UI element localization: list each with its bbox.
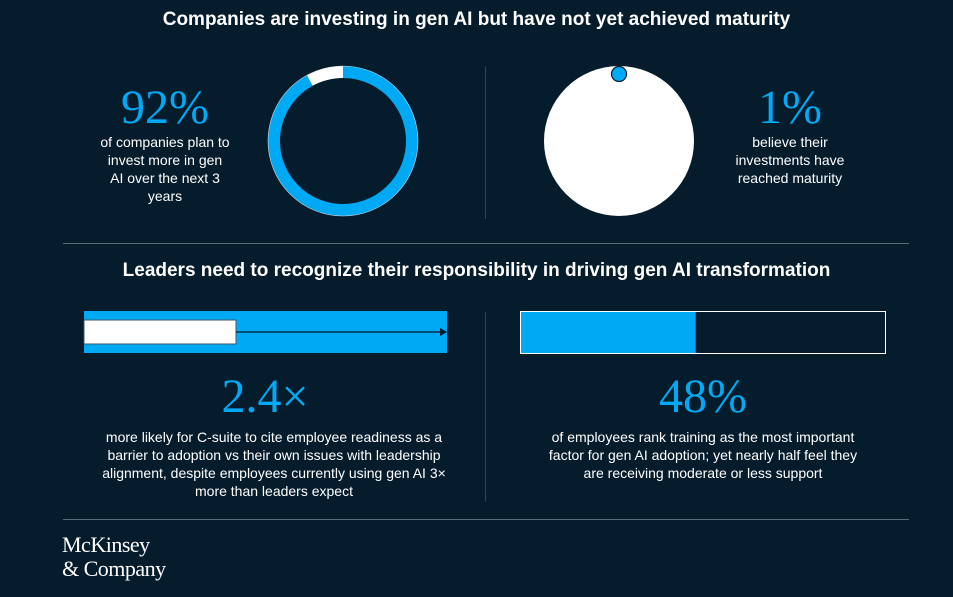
stat-1-desc: believe their investments have reached m… <box>735 134 845 186</box>
bar-baseline-1 <box>83 319 237 345</box>
stat-2-4x-desc: more likely for C-suite to cite employee… <box>102 429 446 499</box>
bar-chart-48 <box>520 311 886 354</box>
stat-92-desc: of companies plan to invest more in gen … <box>100 134 230 204</box>
section2-title: Leaders need to recognize their responsi… <box>122 260 831 281</box>
arrow-head-icon <box>440 328 447 336</box>
circle-dot-1pct <box>610 65 628 83</box>
circle-chart-1 <box>544 65 694 216</box>
divider-vertical-2 <box>485 312 486 502</box>
donut-slice-0 <box>268 66 418 216</box>
logo-line1: McKinsey <box>62 532 150 557</box>
bar-chart-2-4x <box>83 311 447 353</box>
stat-92: 92% <box>121 81 209 134</box>
bar-track <box>520 311 886 354</box>
donut-chart-92 <box>267 65 419 217</box>
donut-outline <box>267 65 419 217</box>
divider-vertical <box>485 66 486 219</box>
divider-horizontal <box>63 243 909 244</box>
divider-footer <box>63 519 909 520</box>
section1-title: Companies are investing in gen AI but ha… <box>162 9 791 30</box>
bar-48 <box>521 312 696 353</box>
circle-whole <box>544 66 694 216</box>
logo-line2: & Company <box>62 556 166 581</box>
stat-1: 1% <box>758 81 822 134</box>
stat-48-desc: of employees rank training as the most i… <box>548 429 858 481</box>
stat-48: 48% <box>659 370 747 423</box>
mckinsey-logo: McKinsey & Company <box>62 533 166 581</box>
donut-slice-1 <box>306 66 344 86</box>
stat-2-4x: 2.4× <box>221 370 309 423</box>
